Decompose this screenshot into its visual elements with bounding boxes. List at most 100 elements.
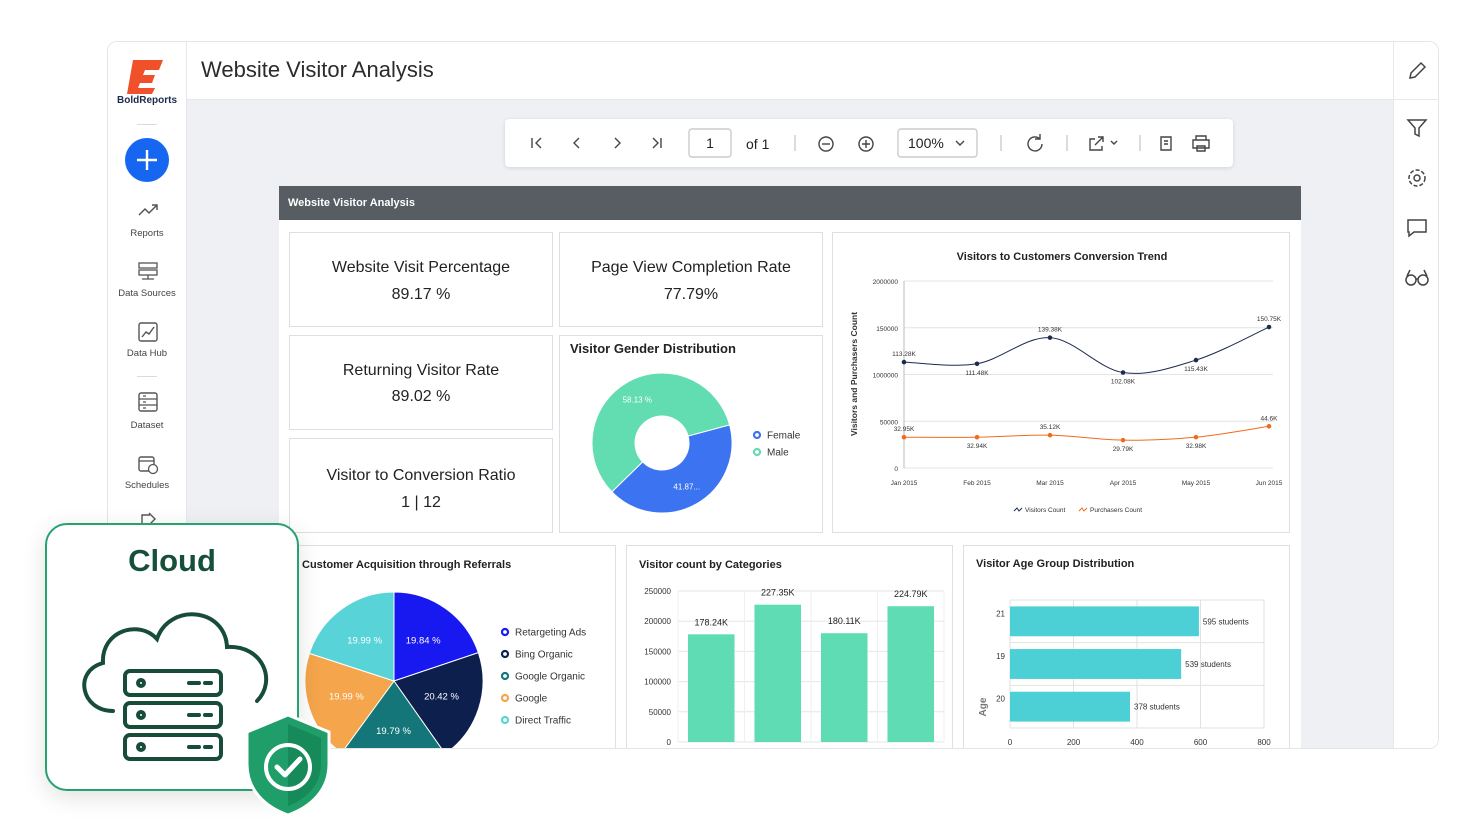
y-axis-label: Age [978, 697, 989, 716]
prev-page[interactable] [573, 137, 580, 149]
comment-icon[interactable] [1406, 217, 1428, 239]
line-point [1266, 423, 1272, 429]
nav-item[interactable]: Data Hub [126, 348, 168, 359]
x-tick-label: 600 [1194, 738, 1208, 747]
refresh[interactable] [1027, 134, 1043, 152]
y-tick-label: 21 [996, 609, 1005, 618]
slice [591, 372, 731, 493]
legend-label: Purchasers Count [1090, 507, 1142, 514]
data-label: 102.08K [1111, 379, 1136, 386]
data-label: 44.6K [1261, 415, 1279, 422]
legend-label: Male [767, 448, 789, 459]
chart-card: Visitors to Customers Conversion Trend V… [832, 232, 1290, 533]
legend-marker [752, 447, 762, 457]
schedules-icon[interactable] [137, 453, 159, 475]
reports-icon[interactable] [137, 200, 159, 220]
legend-label: Google Organic [515, 672, 585, 683]
data-hub-icon[interactable] [137, 321, 159, 343]
check-ring [264, 743, 312, 791]
page-number[interactable]: 1 [706, 135, 714, 151]
icon-stroke [138, 322, 158, 342]
kpi-value: 77.79% [663, 286, 719, 303]
kpi-label: Returning Visitor Rate [342, 362, 500, 379]
kpi-label: Website Visit Percentage [331, 259, 511, 276]
line-point [901, 359, 907, 365]
report-title: Website Visitor Analysis [288, 197, 415, 209]
line-point [1047, 432, 1053, 438]
icon-stroke [142, 275, 154, 280]
legend-marker [500, 671, 510, 681]
kpi-label: Page View Completion Rate [591, 259, 791, 276]
zoom-in[interactable] [858, 136, 874, 152]
bar [1010, 606, 1199, 637]
icon-stroke [1417, 274, 1429, 286]
page-setup[interactable] [1160, 136, 1172, 151]
data-label: 32.94K [967, 443, 988, 450]
filter-icon[interactable] [1406, 117, 1428, 139]
settings-icon[interactable] [1406, 167, 1428, 189]
x-tick-label: Apr 2015 [1110, 480, 1137, 487]
add-plus [137, 150, 157, 170]
first-page[interactable] [531, 137, 542, 149]
page-input[interactable] [688, 128, 732, 158]
zoom-out[interactable] [818, 136, 834, 152]
toolbar-icons: 1 of 1 100% [531, 128, 1210, 158]
last-page[interactable] [652, 137, 662, 149]
nav-item[interactable]: Data Sources [118, 288, 176, 299]
data-label: 595 students [1203, 617, 1249, 626]
slice [304, 652, 395, 748]
chart-card: Visitor Gender Distribution 41.87... 58.1… [559, 335, 823, 533]
line-point [1193, 434, 1199, 440]
data-label: 113.28K [892, 351, 916, 358]
next-page[interactable] [614, 137, 621, 149]
add-button[interactable] [124, 137, 170, 183]
slice [344, 680, 442, 748]
icon-stroke [138, 269, 158, 276]
legend-marker [500, 715, 510, 725]
y-tick-label: 50000 [880, 419, 898, 426]
legend-marker [500, 693, 510, 703]
icon-stroke [1405, 274, 1417, 286]
legend-label: Female [767, 431, 801, 442]
data-label: 180.11K [828, 616, 861, 626]
cloud-icon [82, 612, 269, 761]
icon-stroke [141, 326, 155, 338]
icon-stroke [138, 392, 158, 412]
print[interactable] [1192, 135, 1210, 152]
data-label: 32.95K [894, 426, 915, 433]
dataset-icon[interactable] [137, 391, 159, 413]
nav-item[interactable]: Dataset [130, 420, 164, 431]
y-tick-label: 1000000 [873, 373, 899, 380]
data-sources-icon[interactable] [137, 261, 159, 281]
server-led [136, 710, 146, 720]
icon-stroke [139, 395, 157, 409]
y-tick-label: 19 [996, 652, 1005, 661]
x-tick-label: 400 [1130, 738, 1144, 747]
nav-item[interactable]: Schedules [124, 480, 170, 491]
edit-icon[interactable] [1406, 60, 1428, 82]
slice [611, 424, 733, 514]
zoom-in-mark [862, 140, 870, 148]
legend-label: Visitors Count [1025, 507, 1066, 514]
data-label: 139.38K [1038, 327, 1063, 334]
page-count: of 1 [746, 136, 770, 152]
data-label: 111.48K [965, 370, 989, 377]
view-icon[interactable] [1404, 268, 1430, 288]
separator [1394, 99, 1438, 100]
report-viewer: 1 of 1 100% Website Visitor Analysis Web… [187, 100, 1393, 748]
header-title: Website Visitor Analysis [201, 57, 434, 82]
zoom-value[interactable]: 100% [908, 135, 944, 151]
bar [687, 634, 735, 742]
chart-title: Customer Acquisition through Referrals [302, 559, 511, 571]
legend-marker [500, 649, 510, 659]
data-label: 35.12K [1040, 424, 1061, 431]
legend-label: Retargeting Ads [515, 628, 586, 639]
export[interactable] [1089, 136, 1118, 151]
x-tick-label: Feb 2015 [963, 480, 991, 487]
zoom-select[interactable] [897, 128, 978, 158]
legend-label: Google [515, 694, 548, 705]
chart-card: Visitor Age Group Distribution Age 0 200 4… [963, 545, 1290, 748]
nav-item[interactable]: Reports [130, 228, 164, 239]
line-series [903, 326, 1270, 374]
